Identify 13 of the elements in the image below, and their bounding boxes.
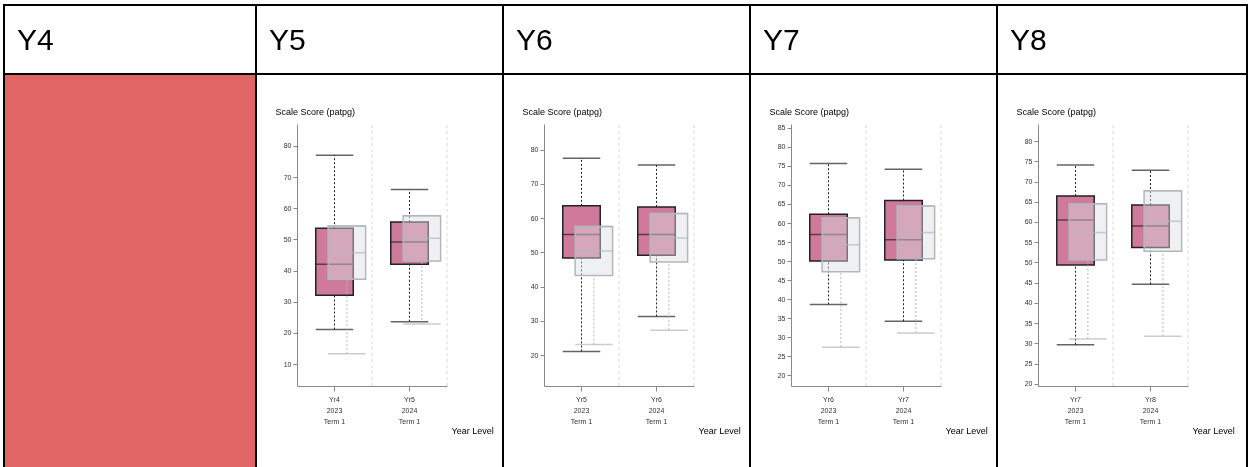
x-axis-title: Year Level: [1192, 425, 1235, 436]
y-axis-title: Scale Score (patpg): [275, 106, 356, 117]
x-axis-title: Year Level: [945, 425, 988, 436]
y-axis-title: Scale Score (patpg): [1016, 106, 1097, 117]
text: Y4: [5, 6, 255, 75]
x-axis-title: Year Level: [698, 425, 741, 436]
chart-title: Y5: [257, 6, 502, 75]
chart-title: Y8: [998, 6, 1246, 75]
y-axis-title: Scale Score (patpg): [769, 106, 850, 117]
chart-title: Y7: [751, 6, 996, 75]
chart-title: Y6: [504, 6, 749, 75]
x-axis-title: Year Level: [451, 425, 494, 436]
y-axis-title: Scale Score (patpg): [522, 106, 603, 117]
